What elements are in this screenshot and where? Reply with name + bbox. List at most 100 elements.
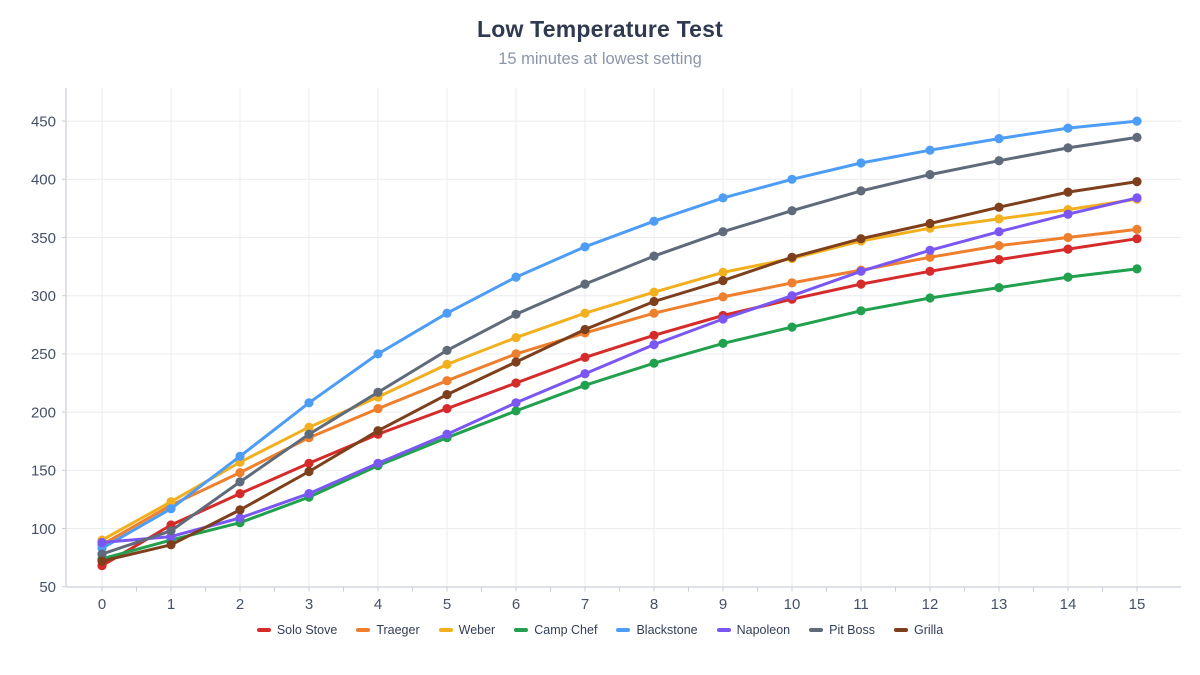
data-point-blackstone (511, 272, 521, 282)
x-tick-label: 8 (650, 596, 658, 613)
data-point-pit-boss (718, 227, 728, 237)
data-point-traeger (373, 404, 383, 414)
data-point-pit-boss (304, 429, 314, 439)
data-point-pit-boss (649, 251, 659, 261)
data-point-grilla (925, 218, 935, 229)
data-point-camp-chef (856, 306, 866, 316)
data-point-blackstone (925, 145, 935, 155)
series-grilla (97, 177, 1142, 566)
y-tick-label: 450 (31, 113, 56, 130)
legend-item-napoleon[interactable]: Napoleon (716, 623, 790, 637)
data-point-solo-stove (649, 330, 659, 340)
legend-item-pit-boss[interactable]: Pit Boss (809, 623, 875, 637)
data-point-grilla (373, 426, 383, 436)
y-tick-label: 350 (31, 230, 56, 247)
data-point-napoleon (97, 537, 107, 548)
data-point-napoleon (442, 429, 452, 439)
legend-label-weber: Weber (458, 623, 496, 637)
data-point-traeger (1063, 232, 1073, 243)
legend-item-solo-stove[interactable]: Solo Stove (256, 623, 338, 637)
legend-swatch-grilla (893, 628, 908, 632)
data-point-napoleon (1132, 193, 1142, 203)
y-tick-label: 250 (31, 346, 56, 363)
data-point-solo-stove (856, 279, 866, 289)
data-point-grilla (856, 234, 866, 244)
y-tick-label: 200 (31, 404, 56, 421)
legend-label-traeger: Traeger (376, 623, 420, 637)
legend-item-weber[interactable]: Weber (438, 623, 496, 637)
y-tick-label: 50 (39, 579, 56, 596)
data-point-traeger (649, 308, 659, 318)
x-tick-label: 12 (922, 596, 939, 613)
data-point-pit-boss (1063, 143, 1073, 153)
data-point-napoleon (787, 291, 797, 301)
legend-swatch-solo-stove (256, 628, 271, 632)
legend-item-traeger[interactable]: Traeger (356, 623, 420, 637)
data-point-weber (442, 359, 452, 369)
x-tick-label: 9 (719, 596, 727, 613)
data-point-blackstone (1132, 116, 1142, 126)
legend-item-grilla[interactable]: Grilla (893, 623, 944, 637)
data-point-blackstone (856, 158, 866, 168)
data-point-blackstone (787, 174, 797, 184)
data-point-pit-boss (166, 526, 176, 536)
x-tick-label: 15 (1129, 596, 1146, 613)
data-point-camp-chef (925, 293, 935, 303)
data-point-weber (718, 267, 728, 277)
y-tick-label: 150 (31, 463, 56, 480)
data-point-blackstone (580, 242, 590, 252)
legend-label-blackstone: Blackstone (636, 623, 698, 637)
data-point-pit-boss (925, 170, 935, 180)
data-point-grilla (994, 202, 1004, 212)
legend-item-blackstone[interactable]: Blackstone (616, 623, 698, 637)
data-point-napoleon (856, 266, 866, 276)
legend-label-grilla: Grilla (913, 623, 944, 637)
legend-label-camp-chef: Camp Chef (534, 623, 598, 637)
data-point-grilla (166, 540, 176, 550)
data-point-pit-boss (442, 345, 452, 355)
data-point-pit-boss (373, 387, 383, 397)
series-line-blackstone (100, 119, 1139, 550)
x-tick-label: 13 (991, 596, 1008, 613)
data-point-camp-chef (580, 380, 590, 390)
data-point-napoleon (718, 314, 728, 324)
series-line-solo-stove (100, 237, 1139, 568)
data-point-traeger (442, 376, 452, 386)
data-point-solo-stove (1132, 234, 1142, 244)
data-point-solo-stove (1063, 244, 1073, 254)
data-point-napoleon (1063, 209, 1073, 219)
data-point-camp-chef (1132, 264, 1142, 274)
legend-swatch-napoleon (716, 628, 731, 632)
x-tick-label: 11 (853, 596, 869, 613)
x-tick-label: 4 (374, 596, 382, 613)
legend-swatch-weber (438, 628, 453, 632)
page-title: Low Temperature Test (477, 16, 723, 42)
legend-swatch-traeger (356, 628, 371, 632)
x-tick-label: 1 (167, 596, 175, 613)
data-point-napoleon (925, 245, 935, 255)
series-line-grilla (100, 180, 1139, 563)
legend-label-solo-stove: Solo Stove (276, 623, 338, 637)
data-point-grilla (1063, 187, 1073, 197)
data-point-grilla (580, 324, 590, 335)
data-point-solo-stove (994, 255, 1004, 265)
y-tick-label: 100 (31, 521, 56, 538)
data-point-grilla (787, 252, 797, 262)
legend-item-camp-chef[interactable]: Camp Chef (514, 623, 597, 637)
x-tick-label: 6 (512, 596, 520, 613)
data-point-grilla (442, 390, 452, 400)
data-point-solo-stove (442, 404, 452, 414)
chart-header: Low Temperature Test 15 minutes at lowes… (0, 16, 1200, 69)
data-point-weber (304, 422, 314, 432)
x-tick-label: 3 (305, 596, 313, 613)
data-point-napoleon (304, 489, 314, 499)
data-point-blackstone (994, 134, 1004, 144)
legend-swatch-blackstone (616, 628, 631, 632)
data-point-grilla (718, 276, 728, 286)
series-line-pit-boss (100, 135, 1139, 556)
page-subtitle: 15 minutes at lowest setting (498, 50, 702, 68)
data-point-napoleon (235, 513, 245, 523)
series-line-camp-chef (100, 267, 1139, 561)
data-point-weber (649, 287, 659, 297)
